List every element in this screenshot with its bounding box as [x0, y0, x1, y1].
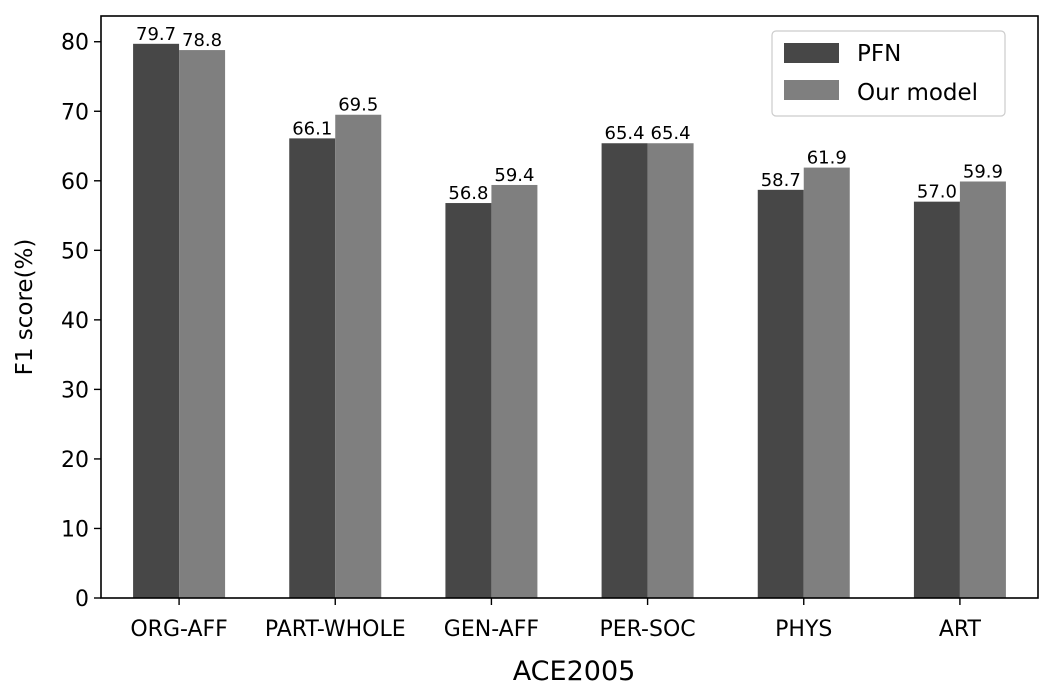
data-label: 59.9 — [963, 161, 1003, 182]
x-axis-label: ACE2005 — [513, 656, 636, 687]
x-tick-label: PHYS — [775, 617, 832, 642]
data-label: 65.4 — [605, 123, 645, 144]
x-tick-label: PER-SOC — [600, 617, 696, 642]
data-label: 59.4 — [494, 165, 534, 186]
bar-our-model-per-soc — [647, 143, 694, 598]
legend-swatch-pfn — [784, 43, 839, 63]
bar-our-model-org-aff — [179, 50, 226, 599]
legend-label-our-model: Our model — [857, 80, 978, 106]
x-axis: ORG-AFF PART-WHOLE GEN-AFF PER-SOC PHYS ART — [130, 598, 982, 642]
bar-pfn-gen-aff — [445, 203, 492, 598]
bar-pfn-per-soc — [601, 143, 648, 598]
legend-swatch-our-model — [784, 80, 839, 100]
bars-layer — [133, 43, 1006, 599]
bar-our-model-phys — [803, 167, 850, 598]
x-tick-label: PART-WHOLE — [265, 617, 406, 642]
y-tick-label: 20 — [61, 448, 89, 473]
y-tick-label: 0 — [75, 587, 89, 612]
x-tick-label: ART — [939, 617, 982, 642]
legend: PFN Our model — [771, 30, 1006, 117]
data-label: 78.8 — [182, 30, 222, 51]
data-label: 66.1 — [292, 118, 332, 139]
x-tick-label: ORG-AFF — [130, 617, 227, 642]
data-label: 56.8 — [448, 183, 488, 204]
plot-area-frame — [100, 15, 1039, 599]
y-tick-label: 80 — [61, 31, 89, 56]
data-label: 65.4 — [651, 123, 691, 144]
bar-pfn-part-whole — [289, 138, 336, 598]
bar-pfn-art — [913, 201, 960, 598]
bar-our-model-part-whole — [335, 114, 382, 599]
data-labels-layer: 79.7 78.8 66.1 69.5 56.8 59.4 65.4 65.4 58.7 61.9… — [136, 24, 1003, 204]
y-tick-label: 50 — [61, 239, 89, 264]
y-tick-label: 60 — [61, 170, 89, 195]
data-label: 79.7 — [136, 24, 176, 45]
y-tick-label: 10 — [61, 517, 89, 542]
bar-our-model-gen-aff — [491, 184, 538, 598]
bar-pfn-org-aff — [133, 43, 180, 599]
data-label: 58.7 — [761, 170, 801, 191]
y-tick-label: 40 — [61, 309, 89, 334]
bar-pfn-phys — [757, 189, 804, 598]
data-label: 69.5 — [338, 95, 378, 116]
legend-label-pfn: PFN — [857, 41, 901, 67]
y-tick-label: 30 — [61, 378, 89, 403]
x-tick-label: GEN-AFF — [444, 617, 539, 642]
data-label: 61.9 — [807, 148, 847, 169]
y-axis: 0 10 20 30 40 50 60 70 80 — [61, 31, 101, 612]
y-axis-label: F1 score(%) — [12, 239, 38, 376]
bar-our-model-art — [959, 181, 1006, 599]
y-tick-label: 70 — [61, 100, 89, 125]
data-label: 57.0 — [917, 182, 957, 203]
